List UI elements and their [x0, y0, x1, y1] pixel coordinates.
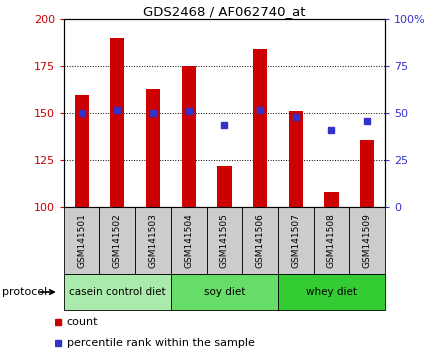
Bar	[64, 274, 171, 310]
Bar	[253, 50, 267, 207]
Bar	[278, 274, 385, 310]
Bar	[64, 207, 99, 274]
Text: casein control diet: casein control diet	[69, 287, 165, 297]
Text: GSM141503: GSM141503	[149, 213, 158, 268]
Bar	[349, 207, 385, 274]
Bar	[206, 207, 242, 274]
Bar	[217, 166, 231, 207]
Title: GDS2468 / AF062740_at: GDS2468 / AF062740_at	[143, 5, 306, 18]
Text: protocol: protocol	[2, 287, 48, 297]
Text: GSM141508: GSM141508	[327, 213, 336, 268]
Text: whey diet: whey diet	[306, 287, 357, 297]
Bar	[135, 207, 171, 274]
Text: soy diet: soy diet	[204, 287, 245, 297]
Text: GSM141501: GSM141501	[77, 213, 86, 268]
Bar	[182, 67, 196, 207]
Bar	[74, 95, 89, 207]
Bar	[289, 112, 303, 207]
Text: GSM141506: GSM141506	[256, 213, 264, 268]
Bar	[278, 207, 314, 274]
Bar	[171, 274, 278, 310]
Text: count: count	[66, 317, 98, 327]
Text: GSM141509: GSM141509	[363, 213, 372, 268]
Bar	[110, 38, 125, 207]
Bar	[171, 207, 206, 274]
Bar	[99, 207, 135, 274]
Text: GSM141504: GSM141504	[184, 213, 193, 268]
Text: GSM141507: GSM141507	[291, 213, 300, 268]
Bar	[324, 192, 339, 207]
Text: GSM141502: GSM141502	[113, 213, 122, 268]
Bar	[242, 207, 278, 274]
Bar	[146, 89, 160, 207]
Text: percentile rank within the sample: percentile rank within the sample	[66, 338, 254, 348]
Bar	[360, 139, 374, 207]
Bar	[314, 207, 349, 274]
Text: GSM141505: GSM141505	[220, 213, 229, 268]
